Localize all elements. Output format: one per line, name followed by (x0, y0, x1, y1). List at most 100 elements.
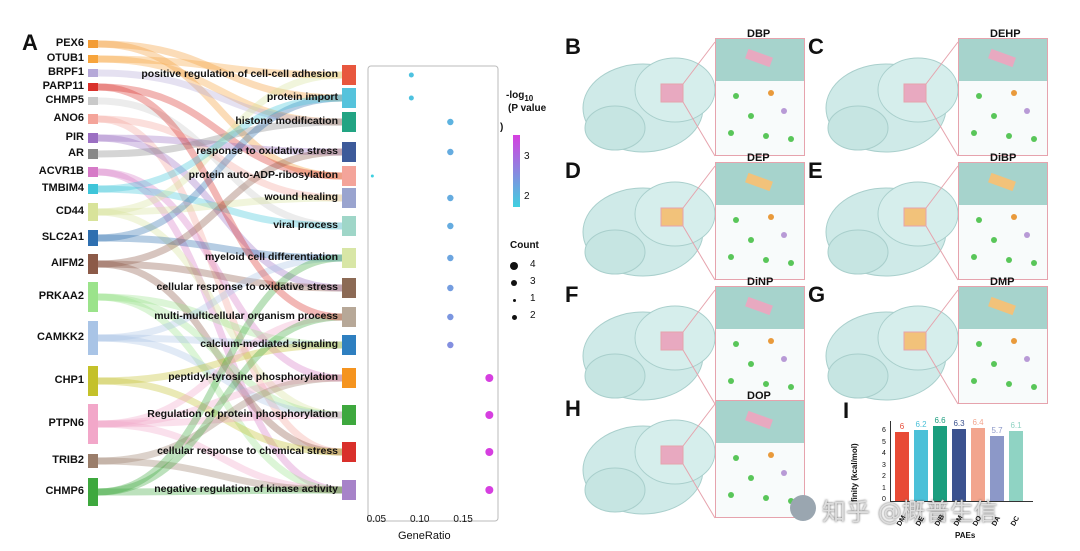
bubble-point (485, 448, 494, 456)
term-color-box (342, 278, 356, 298)
binding-site-inset (715, 38, 805, 156)
gene-label-chmp5: CHMP5 (45, 94, 84, 106)
term-color-box (342, 248, 356, 268)
bubble-point (447, 118, 454, 126)
term-label: viral process (273, 219, 338, 231)
term-label: wound healing (264, 191, 339, 203)
gene-color-box (88, 40, 98, 48)
bubble-x-label: GeneRatio (398, 530, 451, 542)
molecule-name: DOP (747, 390, 771, 402)
sankey-flow (97, 83, 343, 180)
gene-color-box (88, 83, 98, 91)
panel-letter-g: G (808, 282, 826, 307)
sankey-flow (97, 374, 343, 428)
term-color-box (342, 88, 356, 108)
gene-label-prkaa2: PRKAA2 (38, 290, 84, 302)
bubble-point (447, 148, 454, 156)
gene-color-box (88, 321, 98, 355)
sankey-flow (97, 118, 343, 158)
bar-y-tick: 5 (882, 438, 886, 446)
bar-value-label: 6.2 (915, 420, 927, 430)
bar-y-tick: 4 (882, 450, 886, 458)
term-color-box (342, 65, 356, 85)
size-legend-title: Count (510, 240, 539, 251)
gene-color-box (88, 149, 98, 159)
gene-color-box (88, 454, 98, 468)
bar (971, 427, 985, 501)
bar-value-label: 6.4 (972, 417, 984, 427)
gene-label-pir: PIR (65, 131, 84, 143)
gene-color-box (88, 230, 98, 246)
sankey-flow (97, 40, 343, 102)
sankey-flow (97, 260, 343, 456)
sankey-flow (97, 313, 343, 496)
sankey-flow (97, 115, 343, 456)
gene-color-box (88, 55, 98, 63)
gene-label-pex6: PEX6 (55, 37, 84, 49)
gene-label-ano6: ANO6 (53, 112, 84, 124)
sankey-diagram (97, 40, 343, 496)
bar-x-label: DC (1010, 515, 1022, 528)
gene-color-box (88, 97, 98, 105)
bubble-point (485, 486, 494, 494)
sankey-flow (97, 234, 343, 262)
term-color-box (342, 166, 356, 186)
sankey-flow (97, 134, 343, 292)
binding-site-cartoon (716, 39, 804, 81)
bubble-point (447, 222, 454, 230)
sankey-flow (97, 254, 343, 342)
binding-site-cartoon (716, 163, 804, 205)
gene-label-ar: AR (68, 147, 84, 159)
sankey-flow (97, 55, 343, 126)
bubble-point (447, 194, 454, 202)
sankey-flow (97, 55, 343, 79)
bar-y-tick: 3 (882, 461, 886, 469)
sankey-flow (97, 377, 343, 456)
sankey-flow (97, 185, 343, 230)
term-label: cellular response to chemical stress (157, 445, 338, 457)
gene-label-chmp6: CHMP6 (45, 485, 84, 497)
interaction-diagram (728, 90, 794, 142)
sankey-flow (97, 293, 343, 419)
gene-label-tmbim4: TMBIM4 (41, 182, 84, 194)
gene-color-box (88, 184, 98, 194)
term-color-box (342, 335, 356, 355)
term-color-box (342, 142, 356, 162)
sankey-flow (97, 148, 343, 268)
term-color-box (342, 480, 356, 500)
gene-color-box (88, 254, 98, 274)
color-legend-tick-2: 2 (524, 191, 530, 202)
color-legend-tick-3: 3 (524, 151, 530, 162)
bar (1009, 431, 1023, 501)
sankey-flow (97, 420, 343, 494)
bar (952, 429, 966, 501)
gene-color-box (88, 69, 98, 77)
watermark-text: 知乎 @概普生信 (822, 498, 998, 526)
watermark-logo-icon (790, 495, 816, 521)
binding-site-inset (958, 162, 1048, 280)
gene-color-box (88, 133, 98, 143)
sankey-flow (97, 457, 343, 494)
panel-letter-d: D (565, 158, 581, 183)
panel-letter-f: F (565, 282, 579, 307)
molecule-name: DMP (990, 276, 1015, 288)
gene-label-camkk2: CAMKK2 (36, 331, 84, 343)
bar-chart-plot: 6 6.2 6.6 6.3 6.4 5.7 6.1 (890, 416, 1033, 502)
term-label: positive regulation of cell-cell adhesio… (141, 68, 338, 80)
binding-site-inset (958, 286, 1048, 404)
size-legend-label: 4 (530, 259, 536, 270)
color-legend-bar (513, 135, 520, 207)
sankey-flow (97, 260, 343, 292)
sankey-flow (97, 94, 343, 242)
interaction-diagram (971, 90, 1037, 142)
bar-y-tick: 2 (882, 473, 886, 481)
binding-site-inset (715, 400, 805, 518)
bubble-point (447, 284, 454, 292)
sankey-flow (97, 293, 343, 494)
bar (914, 430, 928, 501)
interaction-diagram (728, 214, 794, 266)
gene-label-cd44: CD44 (55, 205, 84, 217)
gene-color-box (88, 167, 98, 177)
panel-letter-b: B (565, 34, 581, 59)
molecule-name: DiNP (747, 276, 774, 288)
